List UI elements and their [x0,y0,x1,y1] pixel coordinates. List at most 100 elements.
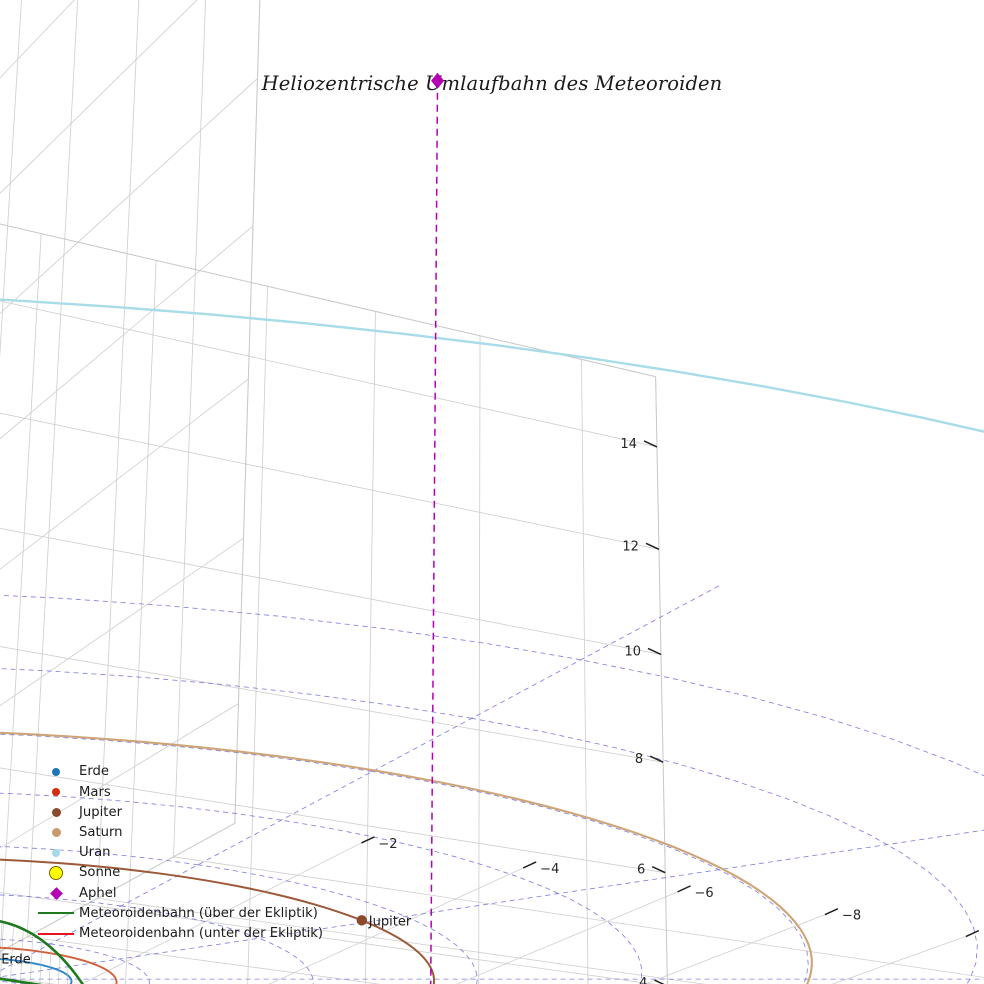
polar-grid-spoke [0,829,984,978]
legend-marker-key [33,768,79,777]
planet-orbit-erde [0,958,73,984]
gridline [97,0,140,899]
gridline [0,225,254,440]
gridline [0,527,662,655]
dropline [29,934,34,984]
legend-line-icon [38,932,74,935]
legend-line-icon [38,912,74,915]
legend-marker-key [33,828,79,838]
legend-item: Meteoroidenbahn (unter der Ekliptik) [33,924,323,944]
legend-item: Mars [33,782,323,802]
tick-mark [647,647,662,656]
legend-diamond-icon [49,886,63,900]
polar-grid-spoke [0,584,722,972]
gridline [0,412,660,550]
dropline [20,929,24,982]
gridline [125,260,157,984]
dropline [10,925,14,980]
z-tick-label: 12 [622,539,639,554]
planet-marker-jupiter[interactable] [356,915,368,926]
y-tick-label: −6 [695,886,714,901]
gridline [0,0,198,194]
gridline [173,0,206,857]
legend-label: Saturn [79,825,123,841]
tick-mark [361,836,375,844]
orbit-droplines [0,922,69,984]
legend-dot-icon [51,828,61,838]
gridline [0,0,75,79]
legend-label: Meteoroidenbahn (über der Ekliptik) [79,905,318,921]
box-edge [655,376,668,984]
gridline [0,300,658,448]
meteoroid-orbit [0,919,85,984]
legend-dot-icon [51,807,61,817]
ecliptic-polar-grid [0,584,984,984]
gridline [0,892,656,984]
legend-label: Erde [79,764,110,780]
z-tick-label: 4 [639,976,647,984]
tick-mark [965,929,980,938]
aphelion-marker[interactable] [431,72,445,89]
z-tick-label: 8 [635,752,643,767]
gridline [478,335,481,984]
legend-marker-key [33,848,79,857]
legend-item: Saturn [33,823,323,843]
legend: Erde Mars Jupiter Saturn Uran Sonne Aphel Meteo… [33,762,323,944]
gridline [364,311,376,984]
tick-mark [677,885,691,893]
legend-marker-key [33,807,79,817]
axis-ticks: 1412108642−8−6−4−2024−14−12−10−8−6−4−2 [361,437,984,984]
tick-mark [649,755,664,763]
legend-item: Erde [33,762,323,782]
dropline [39,940,43,984]
y-tick-label: −2 [378,837,397,852]
legend-dot-icon [49,866,63,881]
y-tick-label: −4 [540,862,559,877]
body-markers: Erde Mars Jupiter [1,72,445,984]
box-edge [0,223,656,378]
gridline [0,767,666,874]
gridline [0,646,664,763]
legend-label: Meteoroidenbahn (unter der Ekliptik) [79,925,324,941]
gridline [644,914,826,984]
planet-label-jupiter: Jupiter [368,914,412,929]
dropline [48,947,52,984]
gridline [268,867,524,984]
gridline [247,286,268,984]
gridline [831,936,966,984]
planet-orbit-mars [0,946,118,984]
meteoroid-orbit-above [0,919,85,984]
tick-mark [522,861,537,869]
legend-marker-key [33,886,79,900]
legend-line-key [33,912,79,915]
gridline [173,856,984,978]
dropline [66,964,69,984]
tick-mark [643,440,658,448]
tick-mark [645,542,660,551]
gridline [0,703,239,849]
dropline [58,955,61,984]
gridline [0,537,244,707]
z-tick-label: 10 [624,644,641,659]
gridline [0,0,22,359]
legend-label: Aphel [79,885,117,901]
gridline [456,891,678,984]
gridline [581,359,589,984]
legend-label: Uran [79,845,111,861]
legend-dot-icon [52,768,60,777]
gridline [0,378,249,570]
y-tick-label: −10 [983,931,984,946]
z-tick-label: 6 [637,863,645,878]
legend-item: Meteoroidenbahn (über der Ekliptik) [33,903,323,923]
legend-item: Uran [33,843,323,863]
legend-dot-icon [52,788,60,797]
aphelion-dropline [429,80,439,984]
legend-item: Aphel [33,883,323,903]
chart-title: Heliozentrische Umlaufbahn des Meteoroid… [261,72,723,95]
box-edge [0,822,236,953]
gridline [26,0,79,937]
planet-orbit-saturn [0,731,813,984]
tick-mark [654,979,665,984]
